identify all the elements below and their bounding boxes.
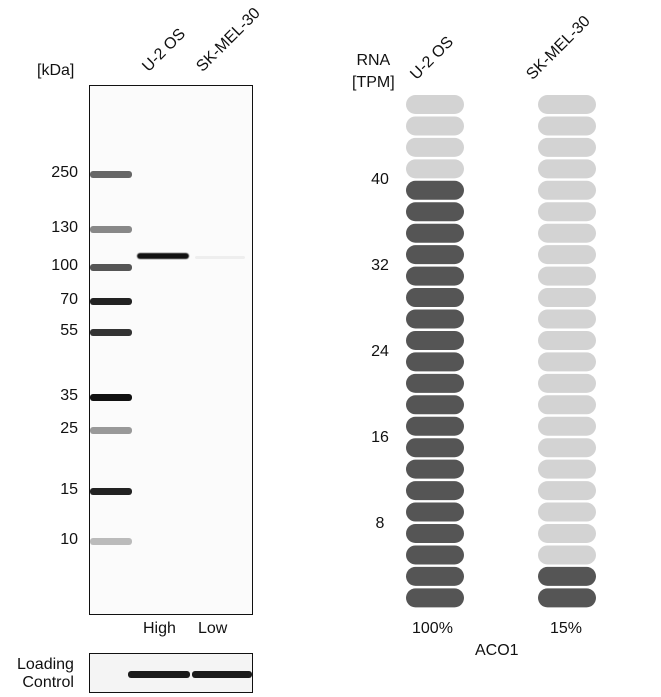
rna-segment-u2os: [406, 502, 464, 522]
rna-segment-skmel30: [538, 223, 596, 243]
pct-u2os: 100%: [412, 620, 453, 637]
marker-label-10: 10: [60, 531, 78, 548]
rna-segment-u2os: [406, 137, 464, 157]
loading-control-blot: [89, 653, 253, 693]
rna-segment-skmel30: [538, 459, 596, 479]
level-low: Low: [198, 620, 228, 637]
rna-segment-u2os: [406, 373, 464, 393]
marker-label-25: 25: [60, 420, 78, 437]
rna-segment-u2os: [406, 416, 464, 436]
level-high: High: [143, 620, 176, 637]
rna-segment-u2os: [406, 352, 464, 372]
loading-label-line2: Control: [22, 674, 74, 691]
ladder-band-250: [90, 171, 132, 178]
rna-segment-u2os: [406, 202, 464, 222]
rna-segment-skmel30: [538, 95, 596, 114]
ladder-band-55: [90, 329, 132, 336]
rna-segment-u2os: [406, 459, 464, 479]
rna-segment-u2os: [406, 223, 464, 243]
loading-band-skmel30: [192, 671, 252, 678]
ladder-band-70: [90, 298, 132, 305]
ladder-band-10: [90, 538, 132, 545]
rna-segment-skmel30: [538, 266, 596, 286]
rna-segment-skmel30: [538, 330, 596, 350]
rna-segment-skmel30: [538, 416, 596, 436]
rna-segment-u2os: [406, 288, 464, 308]
loading-control-label: Loading Control: [17, 656, 74, 692]
marker-label-70: 70: [60, 291, 78, 308]
rna-segment-skmel30: [538, 566, 596, 586]
marker-label-55: 55: [60, 322, 78, 339]
rna-tick-32: 32: [371, 257, 389, 274]
rna-axis-label: RNA [TPM]: [352, 50, 395, 94]
rna-tick-8: 8: [375, 515, 385, 532]
ladder-band-15: [90, 488, 132, 495]
rna-segment-u2os: [406, 180, 464, 200]
rna-segment-skmel30: [538, 309, 596, 329]
rna-tick-16: 16: [371, 429, 389, 446]
rna-segment-skmel30: [538, 159, 596, 179]
ladder-band-35: [90, 394, 132, 401]
rna-label-line2: [TPM]: [352, 74, 395, 91]
rna-segment-skmel30: [538, 352, 596, 372]
rna-segment-skmel30: [538, 481, 596, 501]
rna-segment-u2os: [406, 95, 464, 114]
ladder-band-25: [90, 427, 132, 434]
rna-segment-skmel30: [538, 395, 596, 415]
rna-segment-u2os: [406, 116, 464, 136]
ladder-band-130: [90, 226, 132, 233]
rna-segment-skmel30: [538, 137, 596, 157]
rna-segment-skmel30: [538, 545, 596, 565]
rna-segment-u2os: [406, 395, 464, 415]
rna-segment-u2os: [406, 159, 464, 179]
rna-segment-skmel30: [538, 202, 596, 222]
blot-image: [89, 85, 253, 615]
pct-skmel30: 15%: [550, 620, 583, 637]
loading-band-u2os: [128, 671, 190, 678]
marker-label-35: 35: [60, 387, 78, 404]
rna-segment-skmel30: [538, 588, 596, 608]
marker-label-130: 130: [51, 219, 78, 236]
marker-label-15: 15: [60, 481, 78, 498]
rna-segment-u2os: [406, 545, 464, 565]
rna-segment-u2os: [406, 245, 464, 265]
band-u2os-aco1: [137, 253, 189, 259]
rna-segment-skmel30: [538, 438, 596, 458]
marker-label-250: 250: [51, 164, 78, 181]
rna-segment-skmel30: [538, 373, 596, 393]
band-skmel30-aco1: [195, 256, 245, 259]
rna-segment-u2os: [406, 309, 464, 329]
rna-segment-u2os: [406, 566, 464, 586]
rna-label-line1: RNA: [356, 52, 391, 69]
rna-segment-skmel30: [538, 524, 596, 543]
rna-segment-u2os: [406, 524, 464, 543]
rna-segment-u2os: [406, 330, 464, 350]
rna-segment-u2os: [406, 438, 464, 458]
ladder-band-100: [90, 264, 132, 271]
rna-tick-40: 40: [371, 171, 389, 188]
rna-segment-u2os: [406, 588, 464, 608]
rna-segment-skmel30: [538, 116, 596, 136]
rna-tick-24: 24: [371, 343, 389, 360]
rna-segment-skmel30: [538, 180, 596, 200]
rna-segment-u2os: [406, 481, 464, 501]
loading-label-line1: Loading: [17, 656, 74, 673]
rna-segment-u2os: [406, 266, 464, 286]
kda-label: [kDa]: [37, 62, 75, 79]
gene-label: ACO1: [475, 642, 519, 659]
rna-segment-skmel30: [538, 502, 596, 522]
rna-segment-skmel30: [538, 245, 596, 265]
rna-segment-skmel30: [538, 288, 596, 308]
marker-label-100: 100: [51, 257, 78, 274]
